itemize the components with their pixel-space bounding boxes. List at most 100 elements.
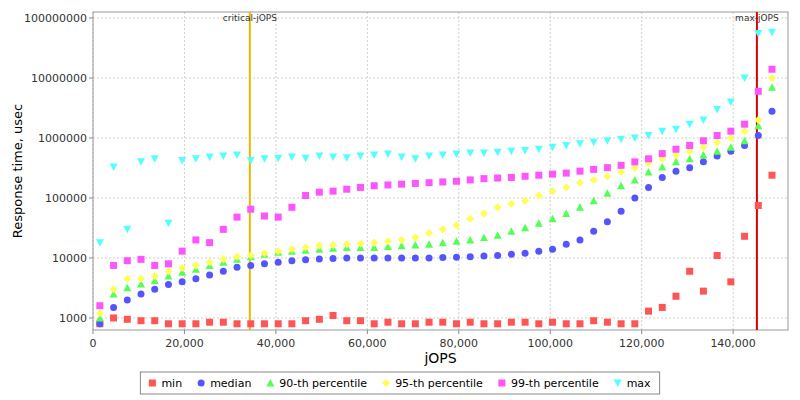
point <box>494 252 501 259</box>
legend-label: 90-th percentile <box>279 377 367 390</box>
point <box>398 181 405 188</box>
grid-line <box>641 12 642 330</box>
point <box>699 151 707 159</box>
point <box>713 106 721 114</box>
point <box>110 163 118 171</box>
point <box>741 121 748 128</box>
point <box>618 208 625 215</box>
point <box>220 226 227 233</box>
legend-marker <box>498 380 505 387</box>
tick <box>89 257 93 258</box>
tick <box>550 330 551 334</box>
point <box>507 148 515 156</box>
point <box>659 174 666 181</box>
point <box>631 158 638 165</box>
point <box>603 137 611 145</box>
legend-label: median <box>210 377 251 390</box>
legend-label: max <box>627 377 651 390</box>
point <box>590 317 597 324</box>
tick <box>733 330 734 334</box>
point <box>727 278 734 285</box>
point <box>754 30 762 38</box>
point <box>590 197 598 205</box>
point <box>179 278 186 285</box>
point <box>741 75 749 83</box>
point <box>398 236 406 244</box>
point <box>480 233 488 241</box>
legend: minmedian90-th percentile95-th percentil… <box>140 372 659 394</box>
point <box>192 236 199 243</box>
legend-label: 95-th percentile <box>395 377 483 390</box>
point <box>96 302 103 309</box>
point <box>330 255 337 262</box>
point <box>672 168 679 175</box>
point <box>138 291 145 298</box>
point <box>439 254 446 261</box>
point <box>714 132 721 139</box>
legend-item: max <box>614 377 651 390</box>
point <box>165 281 172 288</box>
grid-line <box>275 12 276 330</box>
point <box>645 132 653 140</box>
x-tick-label: 100,000 <box>527 337 573 350</box>
tick <box>89 78 93 79</box>
point <box>741 137 749 145</box>
point <box>411 233 419 241</box>
point <box>604 164 611 171</box>
x-axis-title: jOPS <box>423 350 456 366</box>
point <box>535 248 542 255</box>
point <box>275 320 282 327</box>
point <box>179 320 186 327</box>
point <box>260 249 268 257</box>
point <box>453 221 461 229</box>
tick <box>367 330 368 334</box>
point <box>768 172 775 179</box>
point <box>178 157 186 165</box>
point <box>316 316 323 323</box>
point <box>329 241 337 249</box>
legend-marker <box>266 379 274 387</box>
point <box>343 240 351 248</box>
point <box>164 267 172 275</box>
point <box>411 241 419 249</box>
point <box>453 320 460 327</box>
tick <box>458 330 459 334</box>
point <box>371 254 378 261</box>
point <box>549 171 556 178</box>
legend-item: 95-th percentile <box>382 377 483 390</box>
point <box>549 246 556 253</box>
point <box>275 214 282 221</box>
x-tick-label: 20,000 <box>165 337 204 350</box>
point <box>535 192 543 200</box>
point <box>371 320 378 327</box>
point <box>645 308 652 315</box>
point <box>439 239 447 247</box>
point <box>713 147 721 155</box>
point <box>138 317 145 324</box>
point <box>563 170 570 177</box>
point <box>206 272 213 279</box>
point <box>631 176 639 184</box>
point <box>412 180 419 187</box>
series-1 <box>96 108 775 328</box>
point <box>124 257 131 264</box>
point <box>219 255 227 263</box>
tick <box>89 197 93 198</box>
point <box>563 241 570 248</box>
point <box>507 227 515 235</box>
legend-marker <box>382 379 390 387</box>
point <box>110 314 117 321</box>
legend-item: 90-th percentile <box>266 377 367 390</box>
point <box>535 172 542 179</box>
point <box>151 262 158 269</box>
grid-line <box>458 12 459 330</box>
x-tick-label: 60,000 <box>348 337 387 350</box>
point <box>356 239 364 247</box>
series-0 <box>96 172 775 328</box>
point <box>522 173 529 180</box>
point <box>617 168 625 176</box>
point <box>618 162 625 169</box>
point <box>357 254 364 261</box>
point <box>714 252 721 259</box>
point <box>124 296 131 303</box>
